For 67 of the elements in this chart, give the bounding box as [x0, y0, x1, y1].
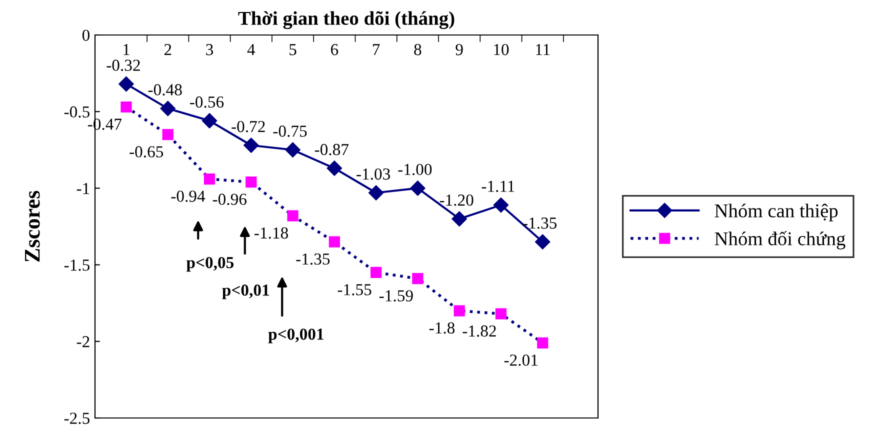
point [370, 266, 382, 278]
data-label: -1.59 [379, 290, 413, 302]
data-label: -1.55 [338, 284, 372, 296]
x-tick-label: 6 [330, 44, 338, 56]
data-label: -1.35 [523, 218, 557, 229]
data-label: -0.32 [106, 60, 140, 71]
point [162, 129, 174, 140]
x-tick-label: 11 [536, 44, 550, 56]
data-label: -0.75 [273, 126, 307, 137]
point [118, 76, 134, 92]
x-tick-label: 8 [414, 44, 422, 56]
point [204, 173, 216, 185]
legend-label: Nhóm đối chứng [714, 231, 846, 250]
y-tick-label: -1 [76, 182, 90, 194]
point [454, 305, 465, 316]
data-label: -0.96 [212, 194, 246, 205]
annotation: p<0,001 [268, 328, 324, 344]
x-tick-label: 5 [290, 44, 296, 56]
point [287, 210, 298, 222]
annotation: p<0,05 [186, 256, 234, 272]
point [535, 234, 550, 250]
x-tick-label: 10 [494, 44, 509, 56]
data-label: -0.65 [130, 146, 164, 158]
annotation: p<0,01 [222, 284, 270, 300]
data-label: -1.20 [440, 194, 474, 206]
x-tick-label: 1 [124, 44, 130, 56]
point [120, 101, 132, 113]
point [410, 180, 426, 196]
x-tick-label: 4 [247, 44, 256, 56]
data-label: -0.72 [232, 120, 265, 132]
data-label: -1.00 [398, 164, 432, 176]
data-label: -2.01 [504, 354, 538, 366]
y-tick-label: 0 [82, 30, 90, 41]
x-tick-label: 3 [206, 44, 214, 56]
data-label: -1.82 [462, 325, 496, 337]
point [202, 113, 218, 128]
data-label: -0.48 [148, 84, 182, 96]
point [328, 236, 340, 248]
data-label: -0.56 [190, 96, 224, 108]
point [244, 138, 259, 153]
y-tick-label: -1.5 [64, 260, 90, 271]
y-tick-label: -0.5 [64, 106, 90, 118]
point [537, 337, 548, 348]
point [326, 160, 342, 176]
x-axis-title: Thời gian theo dõi (tháng) [238, 11, 454, 30]
data-label: -1.11 [482, 180, 514, 192]
point [493, 197, 509, 213]
point [412, 273, 424, 284]
data-label: -1.8 [429, 322, 455, 334]
x-tick-label: 2 [164, 44, 172, 56]
point [285, 142, 300, 158]
data-label: -0.87 [314, 144, 349, 156]
point [368, 185, 384, 200]
y-tick-label: -2.5 [64, 412, 90, 424]
data-label: -1.35 [296, 253, 330, 265]
x-tick-label: 7 [372, 44, 380, 56]
y-axis-title: Zscores [25, 190, 40, 262]
data-label: -0.94 [171, 190, 206, 202]
data-label: -1.03 [356, 168, 390, 180]
data-label: -1.18 [254, 227, 288, 239]
point [160, 100, 176, 116]
point [452, 211, 467, 226]
x-tick-label: 9 [456, 44, 463, 56]
legend-label: Nhóm can thiệp [714, 204, 838, 222]
y-tick-label: -2 [76, 336, 90, 348]
point [246, 176, 257, 188]
point [495, 308, 507, 320]
